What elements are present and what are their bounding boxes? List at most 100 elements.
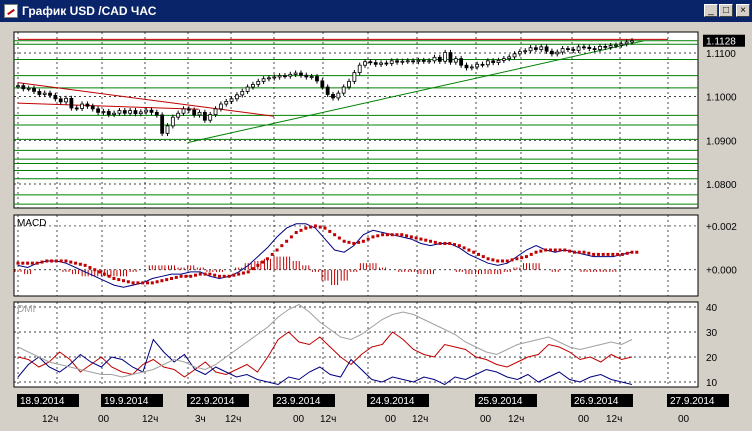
price-tick-label: 1.1100 xyxy=(706,49,736,60)
macd-signal-dot xyxy=(611,252,615,256)
macd-signal-dot xyxy=(237,272,241,276)
macd-signal-dot xyxy=(232,273,236,277)
macd-signal-dot xyxy=(524,255,528,259)
price-candle-body xyxy=(181,108,186,114)
price-candle-body xyxy=(464,64,469,69)
macd-signal-dot xyxy=(165,278,169,282)
dmi-minus-line xyxy=(17,338,633,386)
price-candle-body xyxy=(245,86,250,92)
close-button[interactable]: × xyxy=(736,4,750,17)
macd-signal-dot xyxy=(275,248,279,252)
macd-signal-dot xyxy=(150,281,154,285)
macd-signal-dot xyxy=(227,274,231,278)
price-candle-body xyxy=(395,60,399,63)
current-price-box xyxy=(703,34,745,47)
price-candle-body xyxy=(90,105,95,110)
price-candle-body xyxy=(437,56,442,62)
macd-signal-dot xyxy=(491,258,495,262)
macd-signal-dot xyxy=(409,235,413,239)
hour-label: 00 xyxy=(385,414,397,425)
time-axis: 18.9.2014 19.9.2014 22.9.2014 23.9.2014 24.9… xyxy=(17,394,729,425)
price-candle-body xyxy=(469,66,474,69)
hour-label: 00 xyxy=(293,414,305,425)
price-candle-body xyxy=(272,76,277,79)
macd-signal-dot xyxy=(30,261,34,265)
price-candle-body xyxy=(170,116,175,127)
macd-signal-dot xyxy=(174,275,178,279)
macd-signal-dot xyxy=(88,266,92,270)
price-candle-body xyxy=(261,78,266,82)
price-candle-body xyxy=(32,87,36,92)
price-candle-body xyxy=(213,108,218,115)
macd-signal-dot xyxy=(414,236,418,240)
price-candle-body xyxy=(405,60,410,63)
price-candle-body xyxy=(491,60,496,63)
date-label: 27.9.2014 xyxy=(670,396,715,407)
macd-signal-dot xyxy=(83,263,87,267)
price-candle-body xyxy=(443,52,448,62)
date-label-box xyxy=(17,394,79,407)
price-candle-body xyxy=(421,59,426,62)
macd-line xyxy=(17,223,633,288)
price-candle-body xyxy=(133,110,138,115)
price-candle-body xyxy=(240,90,245,96)
macd-signal-dot xyxy=(141,281,145,285)
maximize-button[interactable]: □ xyxy=(719,4,733,17)
hour-label: 3ч xyxy=(195,414,206,425)
macd-signal-dot xyxy=(596,252,600,256)
macd-signal-dot xyxy=(98,270,102,274)
date-label: 26.9.2014 xyxy=(574,396,619,407)
price-candle-body xyxy=(101,111,106,113)
price-candle-body xyxy=(576,46,581,51)
macd-signal-dot xyxy=(510,258,514,262)
macd-signal-dot xyxy=(496,259,500,263)
macd-signal-dot xyxy=(625,251,629,255)
macd-signal-dot xyxy=(457,244,461,248)
hour-label: 12ч xyxy=(142,414,158,425)
price-candle-body xyxy=(331,94,335,99)
macd-signal-dot xyxy=(577,250,581,254)
date-label-box xyxy=(667,394,729,407)
date-label: 22.9.2014 xyxy=(190,396,235,407)
price-candle-body xyxy=(288,73,293,77)
macd-signal-dot xyxy=(606,252,610,256)
macd-signal-dot xyxy=(520,256,524,260)
price-panel[interactable]: 1.1100 1.1000 1.0900 1.0800 1.1128 xyxy=(13,31,745,209)
title-bar[interactable]: График USD /CAD ЧАС _ □ × xyxy=(0,0,752,22)
minimize-button[interactable]: _ xyxy=(704,4,718,17)
macd-signal-dot xyxy=(390,233,394,237)
price-candle-body xyxy=(480,63,485,66)
macd-signal-dot xyxy=(481,255,485,259)
macd-panel[interactable]: +0.002 +0.000 MACD xyxy=(13,214,737,297)
macd-signal-dot xyxy=(160,279,164,283)
dmi-panel[interactable]: 40 30 20 10 DMI xyxy=(13,301,718,389)
macd-signal-dot xyxy=(299,228,303,232)
price-candle-body xyxy=(389,60,394,64)
macd-signal-dot xyxy=(601,252,605,256)
price-candle-body xyxy=(69,97,74,109)
macd-signal-dot xyxy=(285,239,289,243)
macd-signal-dot xyxy=(366,237,370,241)
macd-signal-dot xyxy=(381,233,385,237)
macd-signal-dot xyxy=(438,241,442,245)
macd-signal-dot xyxy=(582,250,586,254)
macd-signal-dot xyxy=(246,270,250,274)
macd-signal-dot xyxy=(419,237,423,241)
price-candle-body xyxy=(448,52,453,63)
macd-signal-dot xyxy=(222,274,226,278)
macd-signal-dot xyxy=(280,244,284,248)
price-candle-body xyxy=(64,97,68,103)
price-candle-body xyxy=(229,98,234,102)
macd-signal-dot xyxy=(313,224,317,228)
price-candle-body xyxy=(379,62,383,65)
macd-signal-dot xyxy=(146,281,150,285)
macd-signal-dot xyxy=(558,248,562,252)
price-candle-body xyxy=(416,59,421,63)
macd-signal-dot xyxy=(217,274,221,278)
price-candle-body xyxy=(624,41,629,45)
macd-signal-dot xyxy=(515,257,519,261)
price-candle-body xyxy=(550,50,554,55)
price-candle-body xyxy=(592,48,597,50)
